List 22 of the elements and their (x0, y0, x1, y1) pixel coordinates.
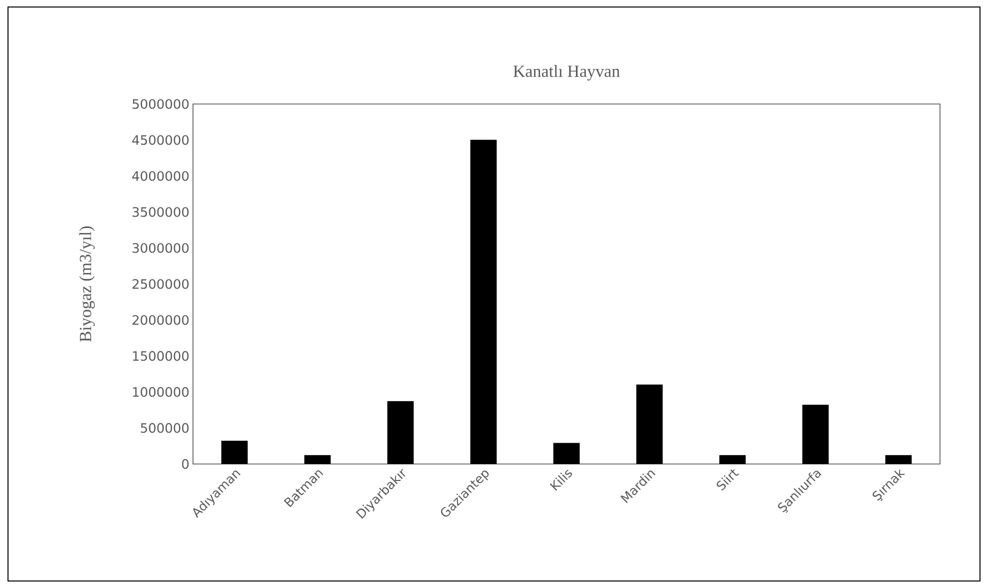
bar (553, 442, 580, 464)
y-axis-title: Biyogaz (m3/yıl) (79, 226, 95, 342)
y-tick-label: 4500000 (132, 135, 189, 145)
y-tick-label: 3000000 (132, 243, 189, 253)
bar (470, 140, 497, 464)
y-tick-label: 5000000 (132, 99, 189, 109)
bar (802, 404, 829, 464)
y-tick-label: 4000000 (132, 171, 189, 181)
y-tick-label: 2500000 (132, 279, 189, 289)
y-tick-label: 1500000 (133, 351, 189, 361)
y-tick-label: 1000000 (133, 387, 189, 397)
y-tick-label: 0 (182, 459, 189, 469)
y-tick-label: 2000000 (132, 315, 189, 325)
y-tick-label: 500000 (140, 423, 189, 433)
bar (885, 455, 912, 464)
y-tick-label: 3500000 (132, 207, 189, 217)
bar (387, 401, 414, 464)
chart-title: Kanatlı Hayvan (513, 65, 620, 80)
bar (719, 455, 746, 464)
bar (221, 440, 248, 464)
bar (636, 384, 663, 464)
bar (304, 455, 331, 464)
